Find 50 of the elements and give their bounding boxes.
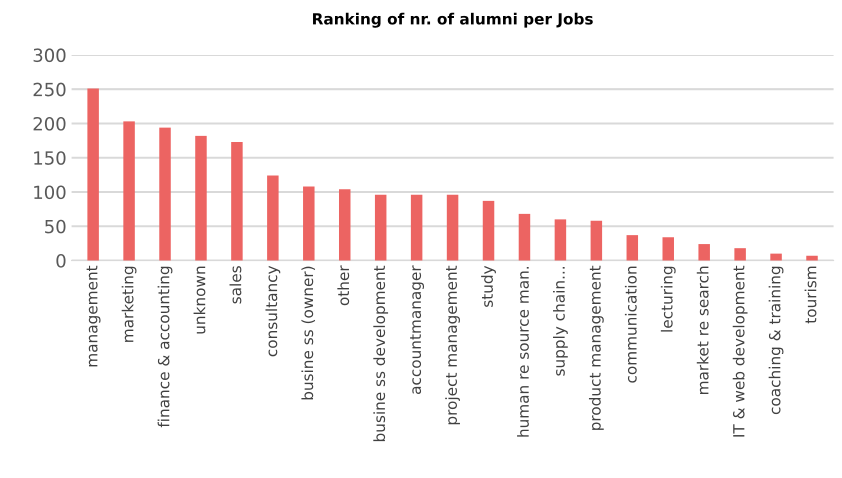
- x-tick-label: busine ss (owner): [301, 266, 316, 400]
- x-tick-label: market re search: [696, 266, 709, 394]
- x-tick-label: lecturing: [660, 266, 676, 332]
- bar: [231, 142, 243, 261]
- x-tick-label: unknown: [194, 266, 206, 334]
- bar: [338, 189, 350, 261]
- bar: [770, 254, 782, 261]
- x-tick-label: other: [337, 265, 350, 306]
- bar: [734, 248, 746, 261]
- bar: [195, 136, 207, 261]
- x-tick-label: coaching & training: [768, 266, 784, 414]
- bar: [303, 186, 315, 261]
- x-tick-label: finance & accounting: [158, 266, 172, 428]
- x-tick-label: management: [86, 266, 101, 366]
- x-tick-label: marketing: [122, 266, 136, 342]
- x-tick-label: human re source man.: [517, 267, 529, 437]
- x-tick-label: supply chain...: [553, 267, 568, 376]
- y-tick-label: 200: [34, 116, 66, 131]
- x-tick-label: product management: [588, 266, 604, 430]
- x-tick-label: project management: [445, 266, 460, 424]
- bar: [446, 194, 458, 261]
- bar: [698, 244, 710, 261]
- y-tick-label: 250: [34, 82, 66, 96]
- bar: [267, 176, 279, 261]
- bar: [410, 194, 422, 261]
- x-tick-label: tourism: [804, 266, 816, 324]
- y-tick-label: 150: [34, 151, 66, 165]
- bar: [554, 219, 566, 261]
- bar: [123, 121, 135, 261]
- x-tick-label: study: [481, 266, 496, 307]
- bar: [626, 235, 638, 261]
- y-tick-label: 0: [56, 254, 66, 268]
- y-tick-label: 100: [34, 185, 66, 200]
- chart-title: Ranking of nr. of alumni per Jobs: [313, 12, 593, 28]
- bar: [662, 237, 674, 261]
- x-tick-label: sales: [230, 266, 242, 304]
- y-tick-label: 300: [34, 48, 66, 62]
- x-tick-label: IT & web development: [732, 266, 748, 437]
- bar: [518, 214, 530, 261]
- x-tick-label: busine ss development: [373, 266, 388, 442]
- bar: [590, 220, 602, 261]
- y-tick-label: 50: [45, 220, 66, 234]
- bar: [374, 194, 386, 261]
- bar: [87, 88, 99, 261]
- bar: [482, 200, 494, 261]
- bar: [159, 128, 171, 261]
- bar: [806, 256, 818, 261]
- x-tick-label: accountmanager: [410, 265, 424, 394]
- x-tick-label: communication: [624, 266, 637, 383]
- x-tick-label: consultancy: [265, 266, 280, 356]
